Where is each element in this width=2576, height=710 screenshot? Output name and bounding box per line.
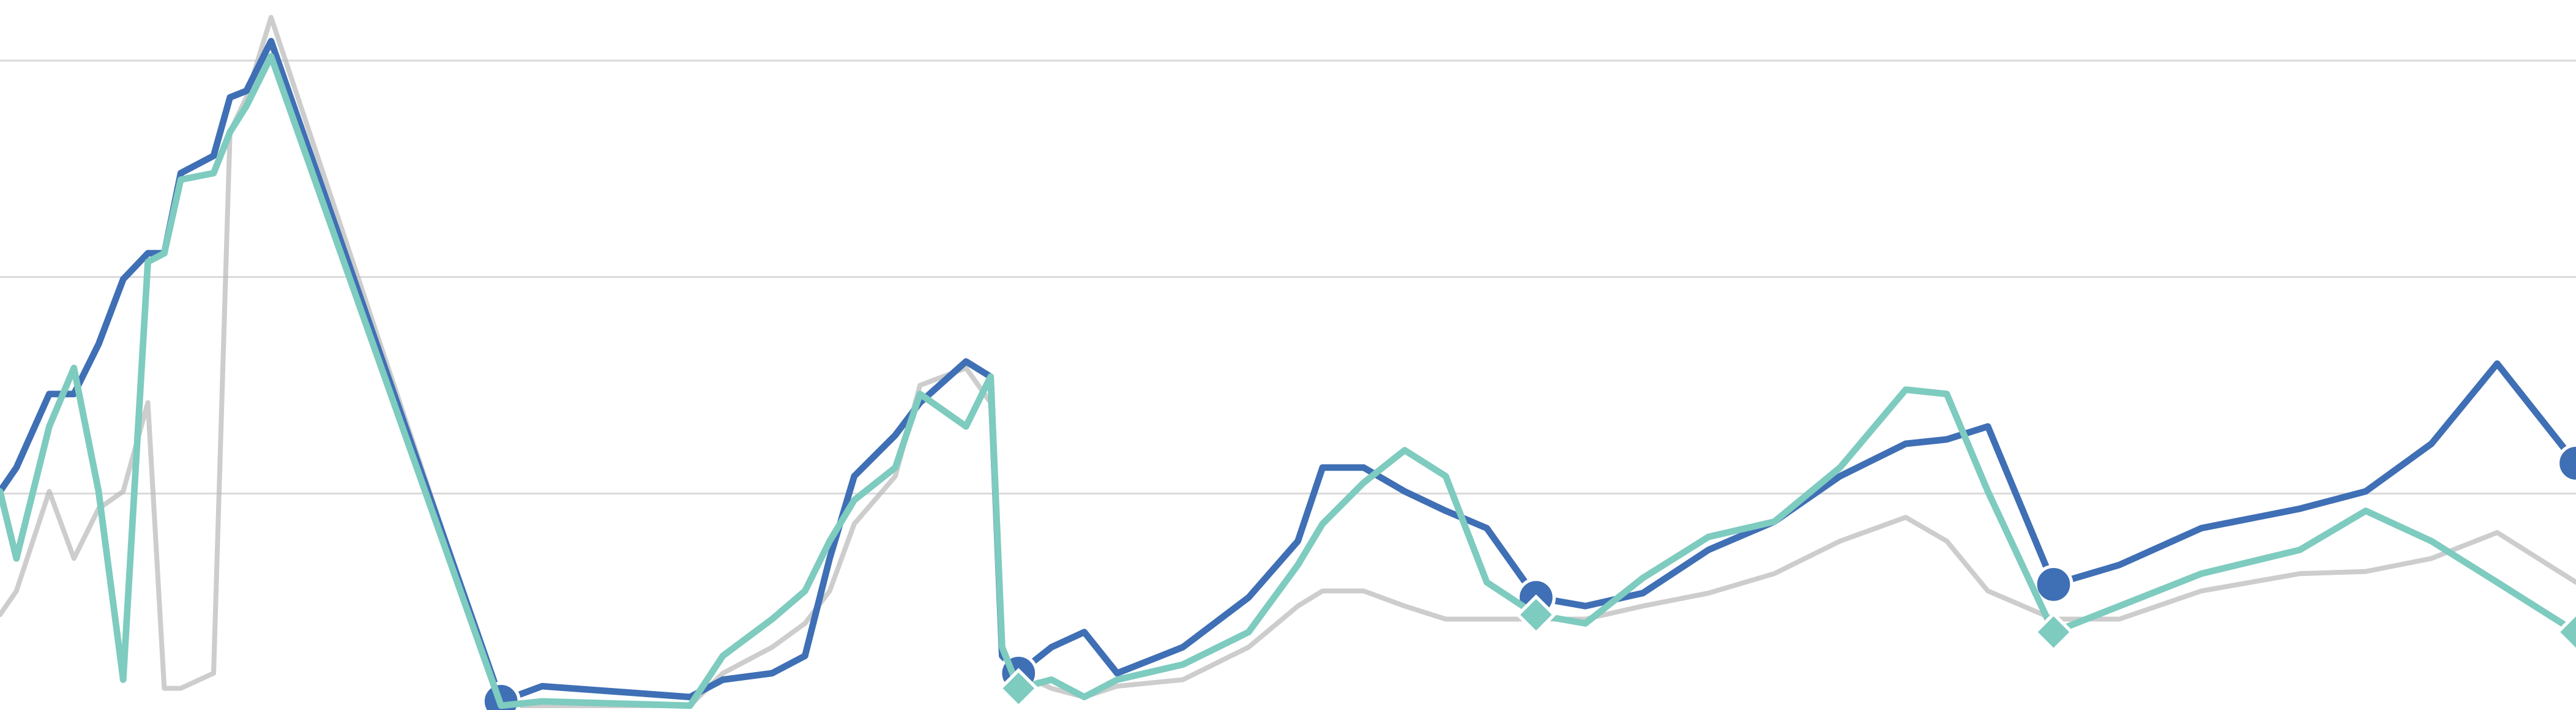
marker bbox=[2555, 611, 2576, 653]
marker bbox=[2033, 611, 2074, 653]
series-line bbox=[0, 15, 2576, 708]
marker bbox=[2556, 443, 2576, 484]
marker bbox=[2034, 564, 2074, 605]
series-line bbox=[0, 53, 2576, 709]
marker bbox=[1515, 594, 1557, 635]
marker bbox=[998, 668, 1039, 709]
series-line bbox=[0, 37, 2576, 705]
